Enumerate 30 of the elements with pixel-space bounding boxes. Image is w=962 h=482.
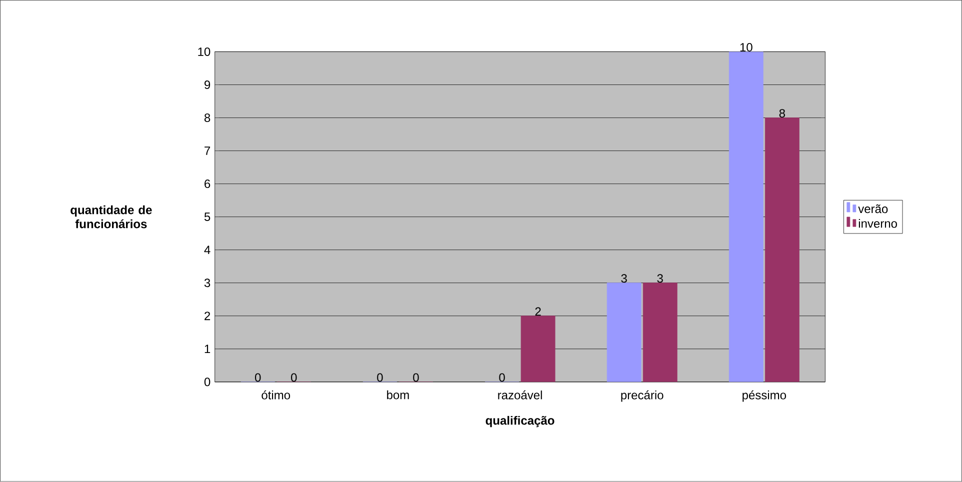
y-tick-label: 10 — [198, 48, 210, 56]
y-tick-label: 8 — [204, 114, 210, 122]
data-label: 0 — [291, 373, 297, 382]
x-axis-title: qualificação — [486, 416, 554, 428]
x-tick-label: razoável — [498, 390, 542, 400]
y-tick-label: 9 — [204, 80, 210, 90]
y-axis-title: quantidade de funcionários — [70, 206, 152, 228]
data-label: 3 — [621, 274, 627, 283]
legend-label: inverno — [858, 219, 897, 228]
data-label: 3 — [657, 274, 663, 283]
y-tick-label: 2 — [204, 312, 210, 320]
y-tick-label: 7 — [204, 146, 210, 156]
data-label: 0 — [255, 373, 261, 382]
data-label: 8 — [779, 109, 785, 118]
x-tick-label: péssimo — [742, 390, 786, 402]
y-tick-label: 6 — [204, 180, 210, 188]
y-tick-label: 0 — [204, 378, 210, 386]
y-tick-label: 3 — [204, 278, 210, 288]
data-label: 10 — [740, 43, 752, 52]
y-tick-label: 5 — [204, 212, 210, 222]
data-label: 0 — [377, 373, 383, 382]
y-tick-label: 4 — [204, 246, 210, 254]
legend-label: verão — [858, 204, 888, 214]
data-label: 0 — [413, 373, 419, 382]
data-label: 2 — [535, 307, 541, 316]
x-tick-label: precário — [621, 390, 664, 402]
data-label: 0 — [499, 373, 505, 382]
x-tick-label: ótimo — [262, 390, 290, 400]
x-tick-label: bom — [387, 390, 409, 400]
y-tick-label: 1 — [204, 344, 210, 354]
